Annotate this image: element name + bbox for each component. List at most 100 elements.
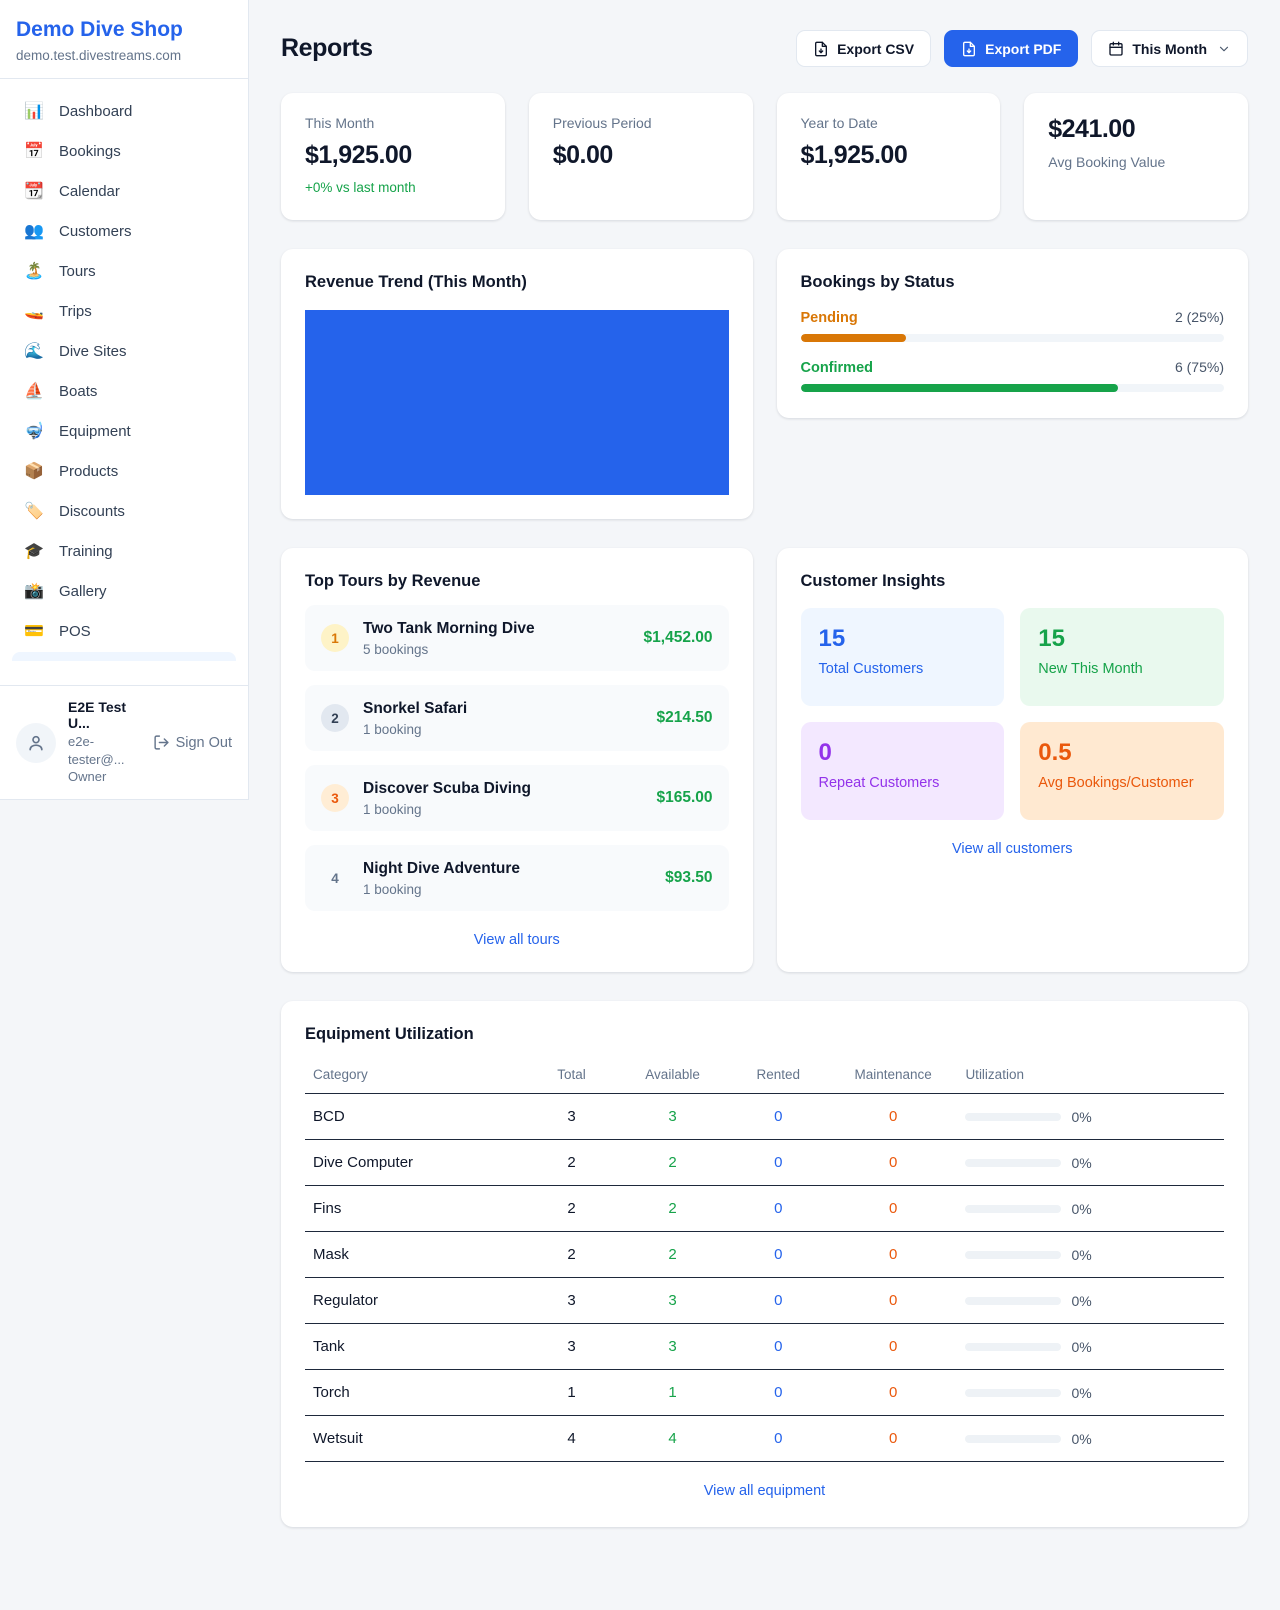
sidebar-item[interactable]: 📊 Dashboard [12,91,236,131]
sidebar-item[interactable]: 🏷️ Discounts [12,491,236,531]
sidebar-item[interactable]: 📆 Calendar [12,171,236,211]
equipment-total: 4 [525,1415,618,1462]
equipment-category: Fins [305,1185,526,1232]
equipment-total: 3 [525,1277,618,1324]
revenue-trend-title: Revenue Trend (This Month) [305,273,527,291]
utilization-label: 0% [1071,1292,1092,1309]
tour-bookings: 1 booking [363,801,422,817]
page-header: Reports Export CSV Export PDF [281,30,1248,67]
sidebar-item-label: Training [59,542,113,560]
sidebar-item[interactable]: 🚤 Trips [12,291,236,331]
equipment-available: 2 [617,1231,728,1278]
nav-emoji-icon: 📊 [24,103,44,120]
top-tours-title: Top Tours by Revenue [305,572,481,590]
insight-tile: 0.5 Avg Bookings/Customer [1020,722,1224,820]
status-progress-track [800,384,1224,392]
equipment-rented: 0 [727,1231,829,1278]
sidebar-item-label: Discounts [59,502,125,520]
rank-badge: 1 [321,624,349,652]
sign-out-button[interactable]: Sign Out [153,734,232,751]
equipment-total: 2 [525,1231,618,1278]
user-panel: E2E Test U... e2e-tester@... Owner Sign … [0,685,248,799]
equipment-category: Mask [305,1231,526,1278]
equipment-table-body: BCD 3 3 0 0 0% Dive [305,1093,1224,1462]
sidebar-item[interactable]: 🤿 Equipment [12,411,236,451]
sidebar-item[interactable]: 💳 POS [12,611,236,651]
sign-out-label: Sign Out [175,734,232,751]
equipment-maintenance: 0 [828,1415,958,1462]
col-category: Category [305,1056,526,1094]
equipment-maintenance: 0 [828,1277,958,1324]
sidebar-item-label: Gallery [59,582,107,600]
period-dropdown[interactable]: This Month [1091,30,1248,67]
equipment-available: 3 [617,1093,728,1140]
equipment-row: Regulator 3 3 0 0 0% [305,1277,1224,1324]
file-download-icon [963,41,976,56]
tour-revenue: $214.50 [656,709,713,726]
status-row: Confirmed 6 (75%) [800,359,1224,392]
user-role: Owner [68,769,107,785]
sidebar-item[interactable]: 🎓 Training [12,531,236,571]
status-count: 6 (75%) [1174,359,1224,375]
equipment-total: 3 [525,1323,618,1370]
equipment-rented: 0 [727,1415,829,1462]
sidebar: Demo Dive Shop demo.test.divestreams.com… [0,0,249,800]
page-title: Reports [281,34,373,62]
tour-name: Two Tank Morning Dive [363,619,535,637]
tour-bookings: 5 bookings [363,641,429,657]
sidebar-item[interactable]: 📦 Products [12,451,236,491]
equipment-total: 2 [525,1185,618,1232]
sidebar-item[interactable]: 👥 Customers [12,211,236,251]
equipment-rented: 0 [727,1323,829,1370]
utilization-label: 0% [1071,1430,1092,1447]
tour-revenue: $165.00 [656,789,713,806]
equipment-maintenance: 0 [828,1231,958,1278]
equipment-available: 3 [617,1277,728,1324]
tour-row: 2 Snorkel Safari 1 booking $214.50 [305,685,729,751]
insight-label: Repeat Customers [818,775,940,791]
utilization-track [965,1204,1062,1213]
stat-label: Year to Date [800,115,878,131]
export-csv-button[interactable]: Export CSV [796,30,932,67]
sidebar-item[interactable]: ⛵ Boats [12,371,236,411]
utilization-label: 0% [1071,1154,1092,1171]
calendar-icon [1109,41,1124,56]
chevron-down-icon [1219,46,1229,51]
sidebar-item-label: Products [59,462,119,480]
stat-card: Previous Period $0.00 [528,93,753,220]
stats-row: This Month $1,925.00 +0% vs last month P… [281,93,1248,220]
sidebar-item-label: Tours [59,262,96,280]
sidebar-item[interactable]: 🌊 Dive Sites [12,331,236,371]
nav-emoji-icon: 📆 [24,183,44,200]
bookings-by-status-title: Bookings by Status [800,273,955,291]
insight-tile: 0 Repeat Customers [800,722,1005,820]
sidebar-item[interactable]: 📸 Gallery [12,571,236,611]
equipment-total: 3 [525,1093,618,1140]
view-all-customers-link[interactable]: View all customers [951,841,1073,857]
sidebar-item[interactable]: 📅 Bookings [12,131,236,171]
insight-value: 15 [1038,625,1065,652]
person-icon [29,735,43,751]
sidebar-item-label: Customers [59,222,132,240]
nav-emoji-icon: 🚤 [24,303,44,320]
export-pdf-button[interactable]: Export PDF [944,30,1079,67]
utilization-track [965,1250,1062,1259]
equipment-maintenance: 0 [828,1139,958,1186]
insight-value: 0 [818,739,832,766]
equipment-rented: 0 [727,1369,829,1416]
col-rented: Rented [727,1056,829,1094]
view-all-equipment-link[interactable]: View all equipment [703,1483,826,1499]
bookings-by-status-card: Bookings by Status Pending 2 (25%) Confi… [776,249,1248,418]
equipment-category: BCD [305,1093,526,1140]
sidebar-item-reports-active-partial[interactable] [12,652,236,661]
status-label: Confirmed [800,360,874,376]
stat-card: Avg Booking Value $241.00 [1024,93,1248,220]
sidebar-item[interactable]: 🏝️ Tours [12,251,236,291]
stat-label: Avg Booking Value [1048,154,1166,170]
equipment-row: Tank 3 3 0 0 0% [305,1323,1224,1370]
stat-value: $0.00 [552,141,614,169]
status-count: 2 (25%) [1174,309,1224,325]
utilization-track [965,1158,1062,1167]
view-all-tours-link[interactable]: View all tours [473,932,560,948]
stat-delta: +0% vs last month [305,180,416,195]
